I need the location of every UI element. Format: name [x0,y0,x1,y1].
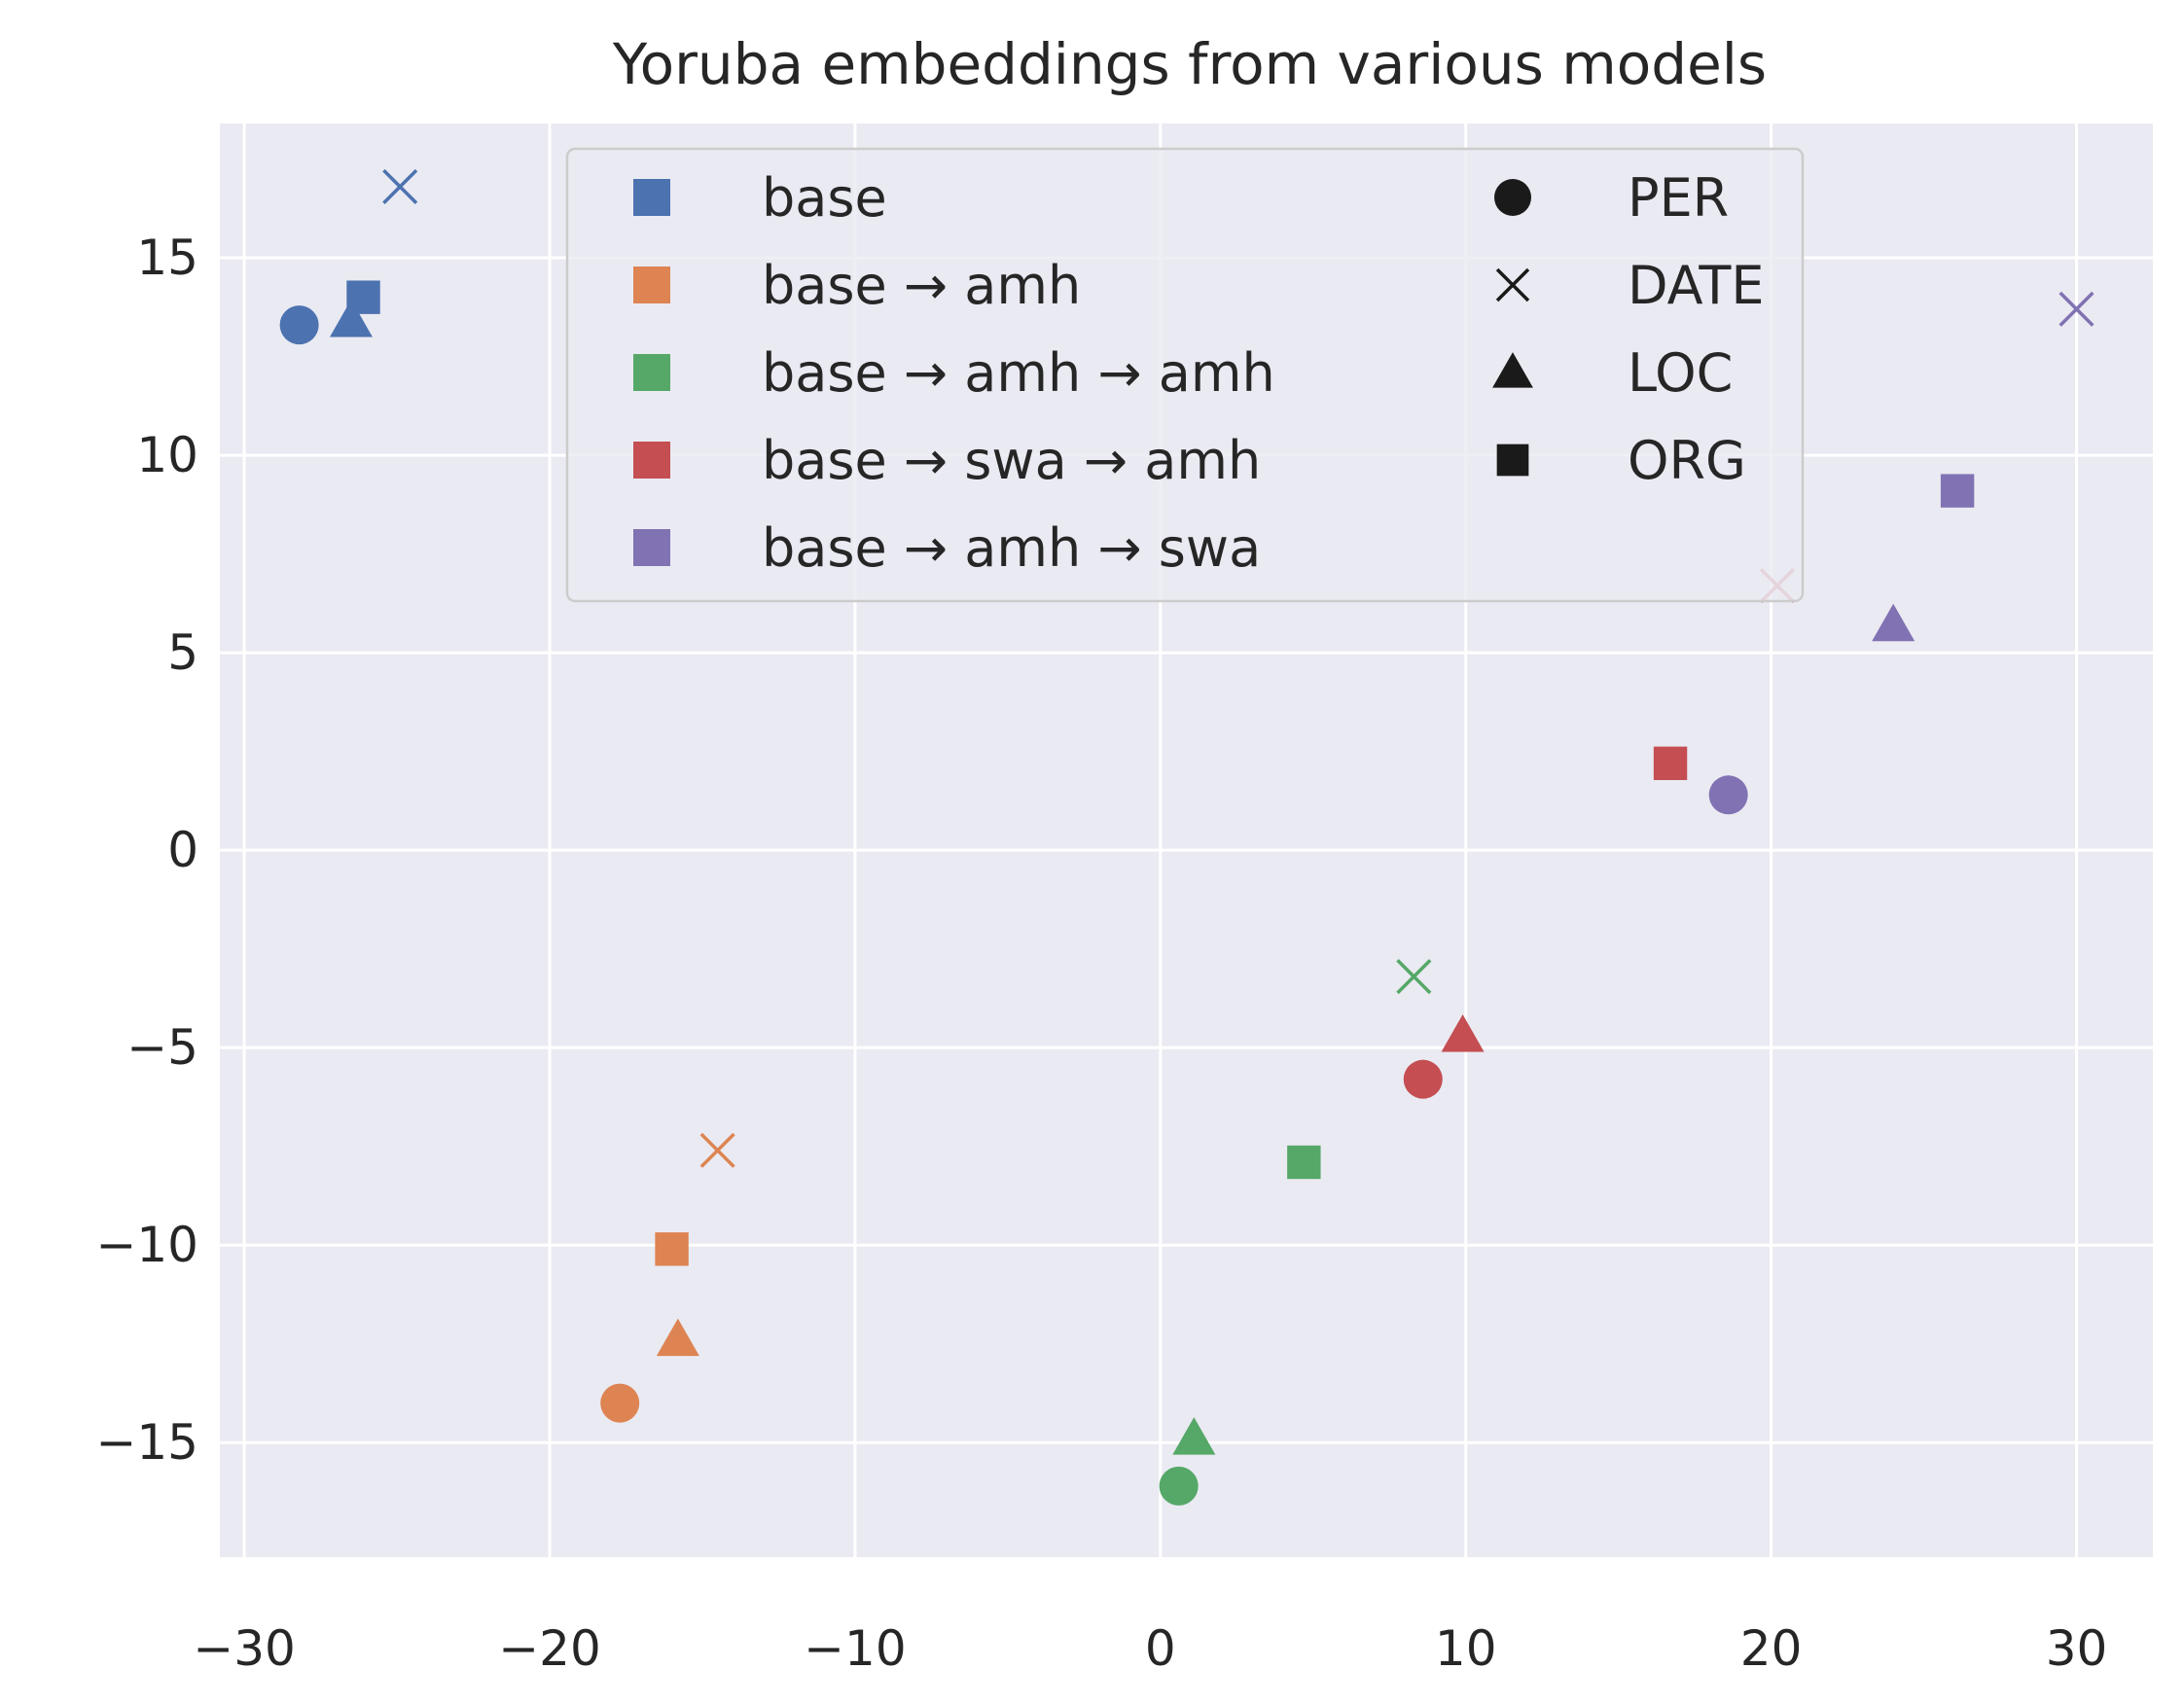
data-point-date-marker [699,1132,735,1168]
legend-loc-marker [1492,352,1533,388]
data-point-loc-marker [1441,1014,1485,1052]
legend-model-label: base → swa → amh [762,430,1261,491]
legend-model-label: base → amh → swa [762,517,1261,579]
x-tick-label: 30 [2046,1620,2108,1677]
legend: base base → amh base → amh → amh base → swa… [565,147,1805,603]
legend-per-marker [1494,179,1531,216]
x-tick-label: −10 [804,1620,907,1677]
data-point-org-marker [1940,474,1975,508]
legend-model-label: base [762,167,887,229]
data-point-org-marker [346,280,380,314]
data-point-date-marker [1396,959,1432,995]
x-tick-label: −30 [193,1620,296,1677]
legend-color-square [633,179,670,216]
legend-entity-label: PER [1628,167,1729,229]
legend-model-label: base → amh → amh [762,342,1275,404]
legend-color-square [633,529,670,566]
data-point-per-marker [279,305,319,345]
legend-entity-label: LOC [1628,342,1733,404]
y-tick-label: −10 [95,1217,198,1273]
legend-entity-label: DATE [1628,255,1764,316]
data-point-loc-marker [656,1318,699,1357]
y-tick-label: −5 [126,1019,198,1076]
data-point-loc-marker [1872,603,1915,642]
legend-model-label: base → amh [762,255,1081,316]
data-point-date-marker [382,168,418,205]
legend-color-square [633,442,670,479]
data-points [279,168,2094,1506]
y-tick-label: −15 [95,1414,198,1471]
x-tick-label: −20 [498,1620,601,1677]
y-tick-label: 5 [167,624,198,681]
data-point-per-marker [1708,775,1748,815]
data-point-loc-marker [1172,1417,1216,1455]
legend-entity-label: ORG [1628,430,1746,491]
data-point-date-marker [2059,291,2094,327]
legend-color-square [633,354,670,391]
y-axis-ticks: −15 −10 −5 0 5 10 15 [95,230,198,1471]
data-point-per-marker [1403,1059,1443,1099]
y-tick-label: 10 [136,427,198,483]
data-point-per-marker [1159,1466,1199,1506]
x-tick-label: 20 [1740,1620,1803,1677]
x-tick-label: 10 [1435,1620,1497,1677]
data-point-per-marker [600,1383,640,1423]
chart-title: Yoruba embeddings from various models [612,31,1767,97]
data-point-loc-marker [329,300,373,337]
legend-box [565,147,1805,603]
x-axis-ticks: −30 −20 −10 0 10 20 30 [193,1620,2107,1677]
data-point-org-marker [1287,1145,1321,1180]
legend-color-square [633,266,670,303]
legend-date-marker [1495,267,1530,302]
data-point-org-marker [1653,746,1688,781]
y-tick-label: 0 [167,822,198,878]
y-tick-label: 15 [136,230,198,286]
legend-org-marker [1496,444,1529,477]
data-point-org-marker [655,1232,689,1266]
x-tick-label: 0 [1145,1620,1176,1677]
